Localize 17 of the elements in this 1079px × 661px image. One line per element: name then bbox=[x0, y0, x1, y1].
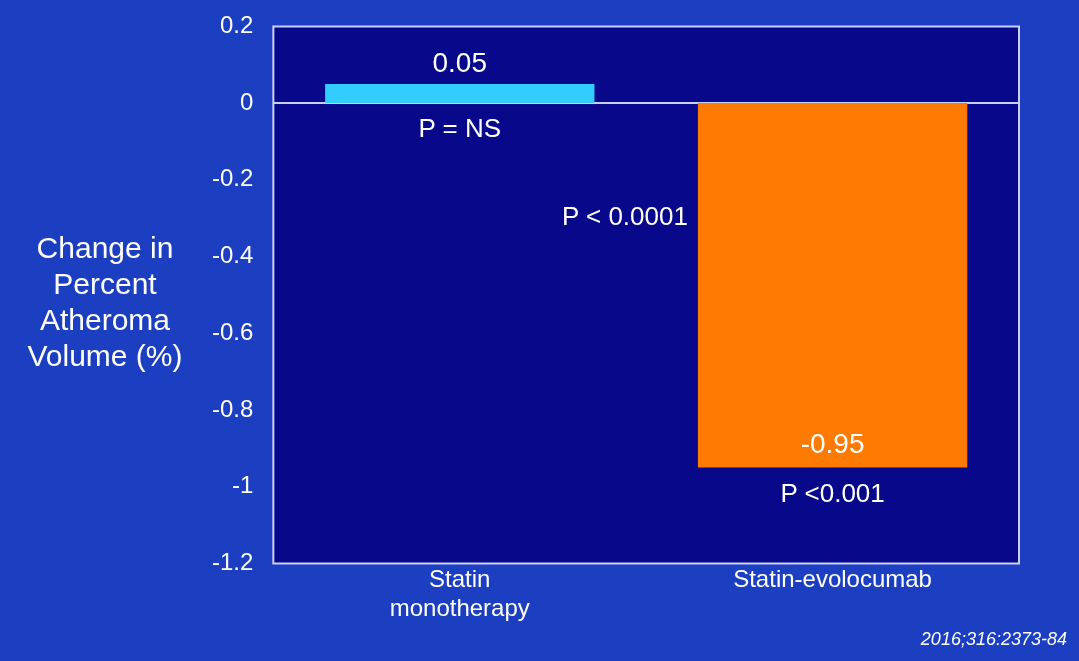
annotation: P <0.001 bbox=[780, 477, 885, 508]
data-label: 0.05 bbox=[432, 46, 488, 78]
y-tick-label: -1.2 bbox=[212, 548, 254, 576]
text: 2016;316:2373-84 bbox=[919, 629, 1067, 649]
x-tick-label: Statin monotherapy bbox=[389, 565, 530, 622]
y-tick-label: -0.4 bbox=[212, 241, 254, 269]
annotation: P < 0.0001 bbox=[561, 201, 688, 232]
x-tick-label: Statin-evolocumab bbox=[733, 565, 932, 593]
y-axis-title: Change in Percent Atheroma Volume (%) bbox=[26, 230, 184, 374]
y-tick-label: 0.2 bbox=[219, 11, 254, 39]
y-tick-label: -0.2 bbox=[212, 164, 254, 192]
annotation: P = NS bbox=[418, 113, 502, 144]
y-tick-label: -1 bbox=[232, 471, 254, 499]
data-label: -0.95 bbox=[800, 428, 865, 460]
y-tick-label: -0.8 bbox=[212, 394, 254, 422]
y-tick-label: 0 bbox=[240, 87, 254, 115]
y-tick-label: -0.6 bbox=[212, 317, 254, 345]
